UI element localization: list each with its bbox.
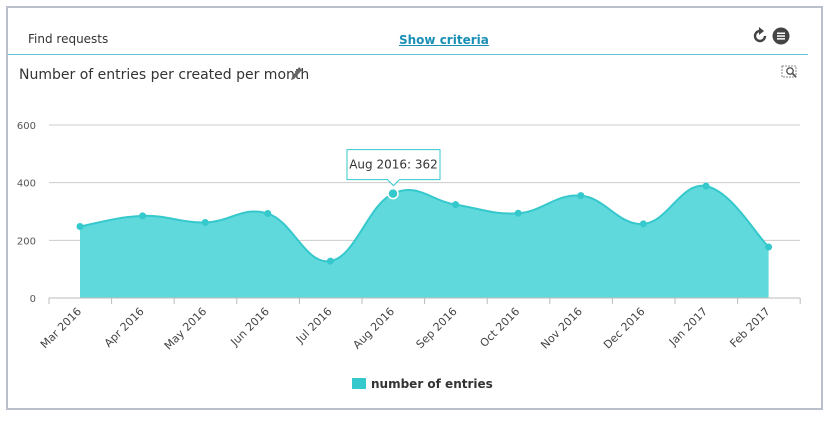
x-tick-label: Sep 2016	[414, 305, 460, 351]
y-tick-label: 600	[17, 121, 36, 132]
data-point	[452, 201, 460, 209]
x-tick-label: Dec 2016	[601, 305, 648, 352]
x-tick-label: Oct 2016	[477, 305, 522, 350]
x-tick-label: Nov 2016	[538, 305, 585, 352]
data-point	[326, 257, 334, 265]
data-point	[765, 243, 773, 251]
find-requests-label: Find requests	[28, 32, 109, 46]
y-tick-label: 400	[17, 179, 36, 190]
data-point	[76, 222, 84, 230]
legend-label: number of entries	[371, 377, 493, 391]
x-tick-label: Mar 2016	[38, 305, 84, 351]
x-tick-label: Jul 2016	[293, 305, 335, 347]
refresh-icon[interactable]	[750, 26, 770, 46]
x-tick-label: Feb 2017	[727, 305, 772, 350]
x-axis-labels: Mar 2016 Apr 2016 May 2016 Jun 2016 Jul 2016…	[38, 305, 773, 353]
legend-swatch	[352, 378, 366, 389]
zoom-icon[interactable]	[781, 64, 799, 82]
x-axis	[48, 297, 801, 304]
legend[interactable]: number of entries	[352, 377, 493, 391]
y-tick-label: 0	[30, 294, 36, 305]
y-tick-label: 200	[17, 236, 36, 247]
series-area	[80, 185, 769, 298]
tooltip-text: Aug 2016: 362	[349, 158, 438, 172]
data-point	[264, 210, 272, 218]
edit-pencil-icon[interactable]	[289, 66, 303, 82]
data-point	[577, 192, 585, 200]
data-point-highlighted	[387, 187, 399, 200]
data-points	[76, 182, 773, 265]
data-point	[201, 218, 209, 226]
toolbar: Find requests Show criteria	[8, 22, 808, 55]
x-tick-label: Apr 2016	[102, 305, 147, 350]
x-tick-label: Jun 2016	[228, 305, 272, 349]
tooltip-box	[346, 149, 441, 187]
show-criteria-link[interactable]: Show criteria	[399, 33, 489, 47]
menu-icon[interactable]	[772, 27, 790, 45]
chart-title: Number of entries per created per month	[19, 67, 310, 83]
data-point	[514, 209, 522, 217]
x-tick-label: Aug 2016	[350, 305, 397, 352]
data-point	[139, 212, 147, 220]
x-tick-label: Jan 2017	[666, 305, 710, 349]
y-axis-ticks: 0 200 400 600	[17, 121, 36, 305]
tooltip: Aug 2016: 362	[346, 149, 441, 187]
data-point	[639, 220, 647, 228]
x-tick-label: May 2016	[162, 305, 210, 353]
data-point	[702, 182, 710, 190]
